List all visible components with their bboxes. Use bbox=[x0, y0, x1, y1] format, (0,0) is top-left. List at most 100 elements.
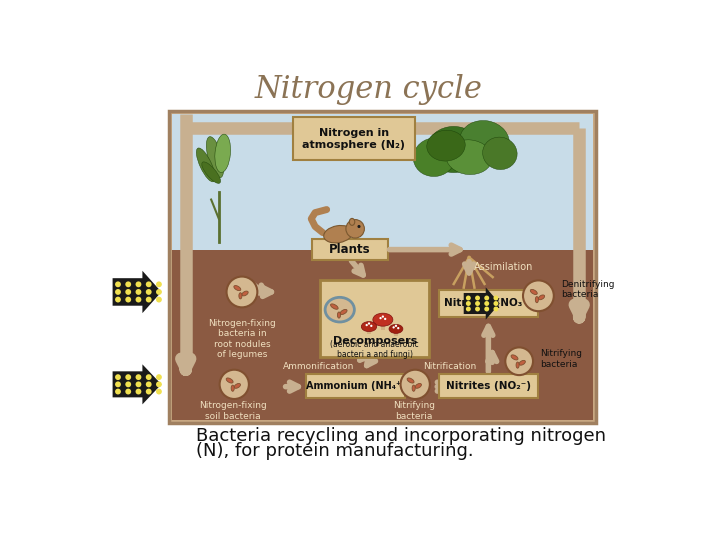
Circle shape bbox=[493, 295, 498, 300]
Ellipse shape bbox=[242, 291, 248, 296]
Circle shape bbox=[156, 381, 162, 387]
Circle shape bbox=[135, 374, 141, 380]
Circle shape bbox=[485, 301, 489, 306]
FancyBboxPatch shape bbox=[312, 239, 388, 260]
Text: Nitrites (NO₂⁻): Nitrites (NO₂⁻) bbox=[446, 381, 531, 391]
Circle shape bbox=[135, 389, 141, 395]
Circle shape bbox=[475, 307, 480, 312]
Ellipse shape bbox=[324, 226, 353, 243]
Ellipse shape bbox=[516, 362, 519, 368]
Circle shape bbox=[115, 381, 121, 387]
Text: Bacteria recycling and incorporating nitrogen: Bacteria recycling and incorporating nit… bbox=[196, 427, 606, 445]
FancyBboxPatch shape bbox=[306, 374, 405, 398]
Text: Ammonification: Ammonification bbox=[283, 362, 355, 371]
Circle shape bbox=[382, 315, 384, 318]
Text: Denitrifying
bacteria: Denitrifying bacteria bbox=[562, 280, 615, 299]
Ellipse shape bbox=[539, 295, 544, 300]
Ellipse shape bbox=[519, 360, 526, 365]
FancyBboxPatch shape bbox=[293, 117, 415, 160]
Ellipse shape bbox=[330, 304, 338, 309]
Circle shape bbox=[466, 307, 471, 312]
Circle shape bbox=[156, 389, 162, 395]
Bar bbox=[394, 329, 398, 336]
Ellipse shape bbox=[234, 286, 240, 291]
Circle shape bbox=[227, 276, 257, 307]
Circle shape bbox=[145, 374, 152, 380]
Circle shape bbox=[400, 370, 430, 399]
Ellipse shape bbox=[349, 218, 355, 225]
Circle shape bbox=[523, 280, 554, 311]
Text: Nitrates (NO₃⁻): Nitrates (NO₃⁻) bbox=[444, 299, 533, 308]
Ellipse shape bbox=[536, 296, 539, 303]
Ellipse shape bbox=[459, 120, 510, 163]
Circle shape bbox=[505, 347, 533, 375]
Circle shape bbox=[346, 220, 364, 238]
Text: Plants: Plants bbox=[329, 243, 371, 256]
Ellipse shape bbox=[234, 383, 240, 388]
FancyArrow shape bbox=[112, 364, 161, 404]
Text: Nitrogen-fixing
soil bacteria: Nitrogen-fixing soil bacteria bbox=[199, 401, 266, 421]
Text: Nitrifying
bacteria: Nitrifying bacteria bbox=[392, 401, 435, 421]
FancyBboxPatch shape bbox=[439, 291, 539, 316]
Ellipse shape bbox=[325, 298, 354, 322]
Circle shape bbox=[392, 326, 395, 328]
Circle shape bbox=[493, 307, 498, 312]
Bar bbox=[172, 249, 593, 420]
Circle shape bbox=[493, 301, 498, 306]
Circle shape bbox=[368, 322, 370, 325]
Ellipse shape bbox=[226, 378, 233, 383]
Ellipse shape bbox=[415, 383, 421, 388]
Circle shape bbox=[156, 296, 162, 302]
Text: Nitrogen-fixing
bacteria in
root nodules
of legumes: Nitrogen-fixing bacteria in root nodules… bbox=[208, 319, 276, 359]
Circle shape bbox=[475, 295, 480, 300]
Circle shape bbox=[485, 295, 489, 300]
Ellipse shape bbox=[338, 312, 341, 318]
Circle shape bbox=[115, 374, 121, 380]
Text: Nitrogen in
atmosphere (N₂): Nitrogen in atmosphere (N₂) bbox=[302, 128, 405, 150]
Circle shape bbox=[115, 289, 121, 295]
Ellipse shape bbox=[197, 148, 215, 182]
Ellipse shape bbox=[207, 137, 224, 178]
Ellipse shape bbox=[531, 289, 537, 294]
Text: Nitrogen cycle: Nitrogen cycle bbox=[255, 74, 483, 105]
Circle shape bbox=[466, 295, 471, 300]
Circle shape bbox=[475, 301, 480, 306]
Ellipse shape bbox=[482, 137, 517, 170]
Circle shape bbox=[125, 381, 131, 387]
Circle shape bbox=[156, 374, 162, 380]
Ellipse shape bbox=[361, 322, 377, 332]
Text: (aerobic and anaerobic
bacteri a and fungi): (aerobic and anaerobic bacteri a and fun… bbox=[330, 340, 419, 360]
Ellipse shape bbox=[511, 355, 518, 360]
Circle shape bbox=[220, 370, 249, 399]
Ellipse shape bbox=[446, 140, 492, 174]
Bar bbox=[172, 114, 593, 249]
Ellipse shape bbox=[373, 313, 393, 326]
FancyArrow shape bbox=[464, 287, 500, 320]
Circle shape bbox=[145, 296, 152, 302]
Circle shape bbox=[125, 374, 131, 380]
Circle shape bbox=[485, 307, 489, 312]
Circle shape bbox=[125, 289, 131, 295]
Ellipse shape bbox=[231, 385, 234, 392]
Ellipse shape bbox=[413, 138, 456, 177]
Circle shape bbox=[135, 381, 141, 387]
Text: (N), for protein manufacturing.: (N), for protein manufacturing. bbox=[196, 442, 473, 460]
Bar bbox=[168, 111, 596, 423]
Circle shape bbox=[125, 389, 131, 395]
Ellipse shape bbox=[427, 126, 481, 173]
Circle shape bbox=[384, 318, 387, 320]
Circle shape bbox=[125, 281, 131, 287]
Circle shape bbox=[115, 281, 121, 287]
Circle shape bbox=[366, 324, 368, 326]
Circle shape bbox=[115, 389, 121, 395]
Circle shape bbox=[145, 381, 152, 387]
FancyBboxPatch shape bbox=[439, 374, 539, 398]
Ellipse shape bbox=[215, 134, 230, 173]
Circle shape bbox=[145, 389, 152, 395]
Ellipse shape bbox=[202, 162, 220, 184]
Circle shape bbox=[397, 327, 400, 329]
Bar bbox=[381, 320, 385, 330]
Circle shape bbox=[370, 325, 372, 327]
Circle shape bbox=[357, 225, 361, 228]
Bar bbox=[366, 327, 372, 334]
